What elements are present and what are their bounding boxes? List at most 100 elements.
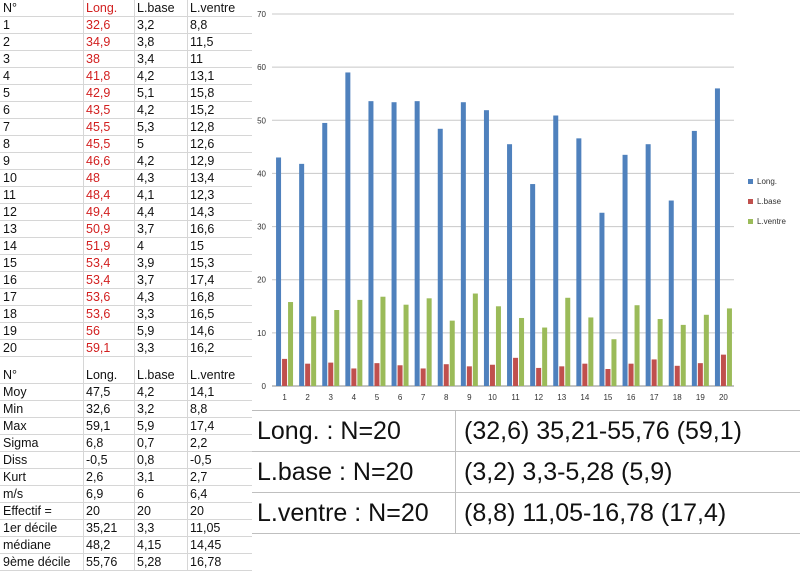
cell: 3,3	[137, 307, 155, 321]
cell: 0,7	[137, 436, 155, 450]
bar-lventre	[611, 339, 617, 386]
cell: 20	[86, 504, 100, 518]
cell: L.ventre	[190, 1, 236, 15]
cell: 2,6	[86, 470, 104, 484]
cell: 53,6	[86, 307, 111, 321]
cell: Diss	[3, 453, 28, 467]
table-row: 13 50,9 3,7 16,6	[0, 221, 252, 238]
bar-lbase	[720, 354, 726, 386]
cell: 3	[3, 52, 10, 66]
x-tick-label: 12	[534, 393, 543, 402]
cell: 10	[3, 171, 17, 185]
cell: 5,9	[137, 324, 155, 338]
legend-label: Long.	[757, 177, 777, 186]
bar-long	[414, 101, 420, 386]
cell: N°	[3, 368, 18, 382]
summary-label: L.ventre : N=20	[257, 499, 429, 527]
y-tick-label: 0	[262, 382, 267, 391]
bar-long	[437, 128, 443, 386]
summary-table: Long. : N=20 (32,6) 35,21-55,76 (59,1) L.b…	[252, 410, 800, 534]
column-divider	[134, 0, 135, 571]
cell: 18	[3, 307, 17, 321]
cell: 53,6	[86, 290, 111, 304]
cell: 20	[3, 341, 17, 355]
cell: 4,2	[137, 385, 155, 399]
cell: 48,4	[86, 188, 111, 202]
column-divider	[83, 0, 84, 571]
bar-lventre	[588, 317, 594, 386]
bar-long	[530, 184, 536, 386]
stats-row: Max 59,1 5,9 17,4	[0, 418, 252, 435]
cell: 9ème décile	[3, 555, 71, 569]
cell: 3,1	[137, 470, 155, 484]
y-tick-label: 50	[257, 116, 266, 125]
bar-long	[714, 88, 720, 387]
stats-row: Min 32,6 3,2 8,8	[0, 401, 252, 418]
cell: 20	[137, 504, 151, 518]
bar-lbase	[443, 364, 449, 386]
summary-value: (3,2) 3,3-5,28 (5,9)	[464, 458, 673, 486]
cell: Kurt	[3, 470, 26, 484]
table-row: 9 46,6 4,2 12,9	[0, 153, 252, 170]
bar-lventre	[680, 324, 686, 386]
bar-long	[368, 101, 374, 386]
x-tick-label: 16	[627, 393, 636, 402]
cell: m/s	[3, 487, 24, 501]
table-row: 8 45,5 5 12,6	[0, 136, 252, 153]
table-row: 6 43,5 4,2 15,2	[0, 102, 252, 119]
x-tick-label: 9	[467, 393, 472, 402]
summary-label: L.base : N=20	[257, 458, 414, 486]
bar-long	[276, 157, 282, 386]
cell: 32,6	[86, 18, 111, 32]
cell: 41,8	[86, 69, 111, 83]
bar-lventre	[403, 304, 409, 386]
cell: 6	[137, 487, 144, 501]
table-row: 1 32,6 3,2 8,8	[0, 17, 252, 34]
x-tick-label: 15	[603, 393, 612, 402]
table-row: 4 41,8 4,2 13,1	[0, 68, 252, 85]
bar-lventre	[519, 317, 525, 386]
cell: L.ventre	[190, 368, 236, 382]
cell: 1er décile	[3, 521, 58, 535]
cell: 12,8	[190, 120, 215, 134]
bar-long	[483, 110, 489, 386]
table-row: 12 49,4 4,4 14,3	[0, 204, 252, 221]
x-tick-label: 13	[557, 393, 566, 402]
bar-long	[507, 144, 513, 386]
y-tick-label: 60	[257, 63, 266, 72]
legend-label: L.base	[757, 197, 782, 206]
cell: 8,8	[190, 402, 208, 416]
x-tick-label: 17	[650, 393, 659, 402]
cell: 45,5	[86, 137, 111, 151]
legend-swatch	[748, 219, 753, 224]
bar-lventre	[426, 298, 432, 386]
bar-long	[691, 130, 697, 386]
bar-lventre	[703, 314, 709, 386]
cell: 3,9	[137, 256, 155, 270]
cell: 5,3	[137, 120, 155, 134]
cell: 16,2	[190, 341, 215, 355]
cell: Min	[3, 402, 24, 416]
cell: 3,7	[137, 222, 155, 236]
x-tick-label: 19	[696, 393, 705, 402]
legend-swatch	[748, 179, 753, 184]
bar-lventre	[565, 297, 571, 386]
bar-lbase	[582, 363, 588, 386]
cell: 59,1	[86, 419, 111, 433]
cell: 15,3	[190, 256, 215, 270]
bar-lbase	[466, 366, 472, 386]
bar-lventre	[380, 296, 386, 386]
table-row: 18 53,6 3,3 16,5	[0, 306, 252, 323]
cell: 7	[3, 120, 10, 134]
stats-row: Moy 47,5 4,2 14,1	[0, 384, 252, 401]
cell: Long.	[86, 1, 118, 15]
cell: Sigma	[3, 436, 39, 450]
x-tick-label: 11	[511, 393, 520, 402]
table-row: 14 51,9 4 15	[0, 238, 252, 255]
cell: 46,6	[86, 154, 111, 168]
cell: 15,2	[190, 103, 215, 117]
bar-lventre	[449, 320, 455, 386]
x-tick-label: 18	[673, 393, 682, 402]
cell: 6	[3, 103, 10, 117]
cell: 5,9	[137, 419, 155, 433]
